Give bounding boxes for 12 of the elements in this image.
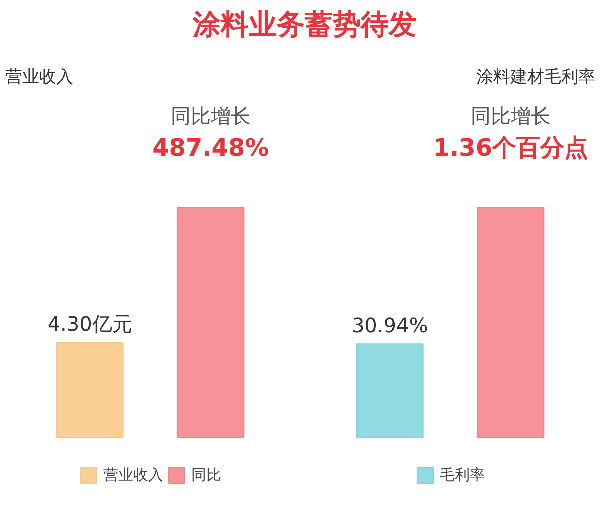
text: 1.36个百分点 bbox=[433, 134, 589, 162]
data-label: 4.30亿元 bbox=[48, 312, 132, 336]
chart-subtitle: 涂料建材毛利率 bbox=[476, 68, 596, 88]
text: 同比增长 bbox=[470, 104, 551, 128]
data-label: 30.94% bbox=[352, 313, 428, 338]
text: 同比增长 bbox=[170, 104, 251, 128]
legend-label: 毛利率 bbox=[440, 466, 485, 484]
legend-label: 营业收入 bbox=[104, 466, 164, 484]
text: 487.48% bbox=[152, 134, 270, 162]
chart-subtitle: 营业收入 bbox=[6, 68, 74, 88]
legend-label: 同比 bbox=[192, 466, 222, 484]
text: 涂料业务蓄势待发 bbox=[193, 7, 417, 43]
